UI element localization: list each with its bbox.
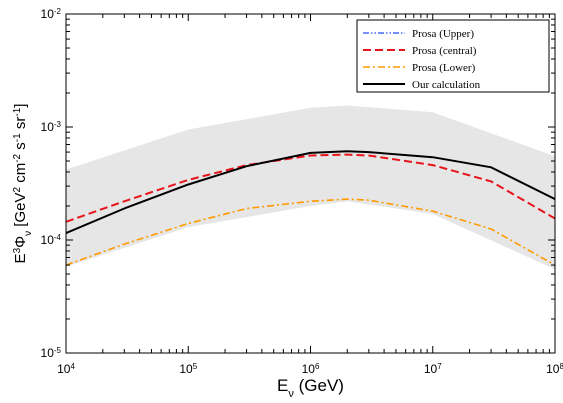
x-tick-label: 105 xyxy=(179,362,197,377)
legend: Prosa (Upper) Prosa (central) Prosa (Lower… xyxy=(357,20,549,92)
y-axis-label: E3Φν [GeV2 cm-2 s-1 sr-1] xyxy=(12,104,34,264)
x-tick-label: 108 xyxy=(546,362,563,377)
legend-label-3: Our calculation xyxy=(412,79,481,91)
x-tick-label: 107 xyxy=(424,362,442,377)
uncertainty-band-layer xyxy=(66,106,555,270)
x-tick-label: 104 xyxy=(57,362,75,377)
x-tick-label: 106 xyxy=(302,362,320,377)
legend-label-0: Prosa (Upper) xyxy=(412,28,474,40)
y-tick-label: 10-3 xyxy=(41,120,62,135)
y-tick-label: 10-4 xyxy=(41,233,62,248)
legend-label-1: Prosa (central) xyxy=(412,45,477,57)
uncertainty-band xyxy=(66,106,555,270)
y-tick-label: 10-2 xyxy=(41,7,62,22)
legend-label-2: Prosa (Lower) xyxy=(412,62,476,74)
x-axis-label: Eν (GeV) xyxy=(277,376,344,400)
y-tick-label: 10-5 xyxy=(41,346,62,361)
